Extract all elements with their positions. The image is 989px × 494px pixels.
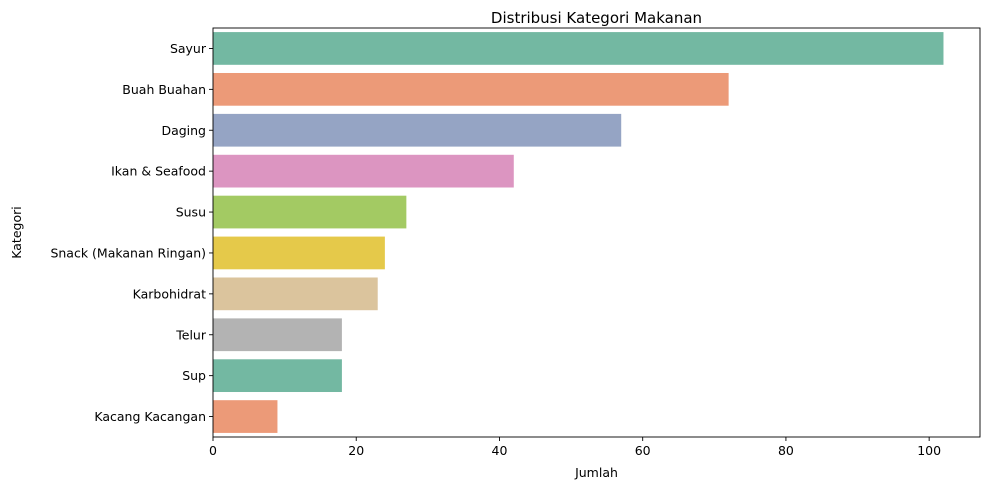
bar xyxy=(213,113,622,147)
y-tick-label: Sup xyxy=(182,368,206,383)
bar xyxy=(213,400,278,433)
bar xyxy=(213,277,378,311)
y-tick-label: Sayur xyxy=(170,41,207,56)
chart-title: Distribusi Kategori Makanan xyxy=(491,9,702,27)
bar xyxy=(213,236,385,270)
bar xyxy=(213,72,729,106)
bar xyxy=(213,32,944,65)
y-tick-label: Buah Buahan xyxy=(122,82,206,97)
bar xyxy=(213,154,514,188)
y-axis-label: Kategori xyxy=(9,206,24,258)
bar xyxy=(213,359,342,393)
x-axis-label: Jumlah xyxy=(574,465,618,480)
x-tick-label: 100 xyxy=(917,443,941,458)
y-tick-label: Susu xyxy=(176,205,206,220)
bars-layer xyxy=(213,32,944,433)
x-tick-label: 0 xyxy=(209,443,217,458)
y-tick-label: Kacang Kacangan xyxy=(94,409,206,424)
x-tick-label: 40 xyxy=(492,443,508,458)
x-tick-label: 20 xyxy=(348,443,364,458)
bar xyxy=(213,195,407,229)
y-tick-label: Daging xyxy=(161,123,206,138)
y-tick-label: Ikan & Seafood xyxy=(111,164,206,179)
ticks-layer: Sayur Buah Buahan Daging Ikan & Seafood Susu… xyxy=(50,41,941,458)
x-tick-label: 60 xyxy=(635,443,651,458)
plot-frame xyxy=(212,27,981,438)
x-tick-label: 80 xyxy=(778,443,794,458)
y-tick-label: Telur xyxy=(175,327,207,342)
y-tick-label: Karbohidrat xyxy=(133,286,206,301)
bar xyxy=(213,318,342,352)
y-tick-label: Snack (Makanan Ringan) xyxy=(50,245,206,260)
